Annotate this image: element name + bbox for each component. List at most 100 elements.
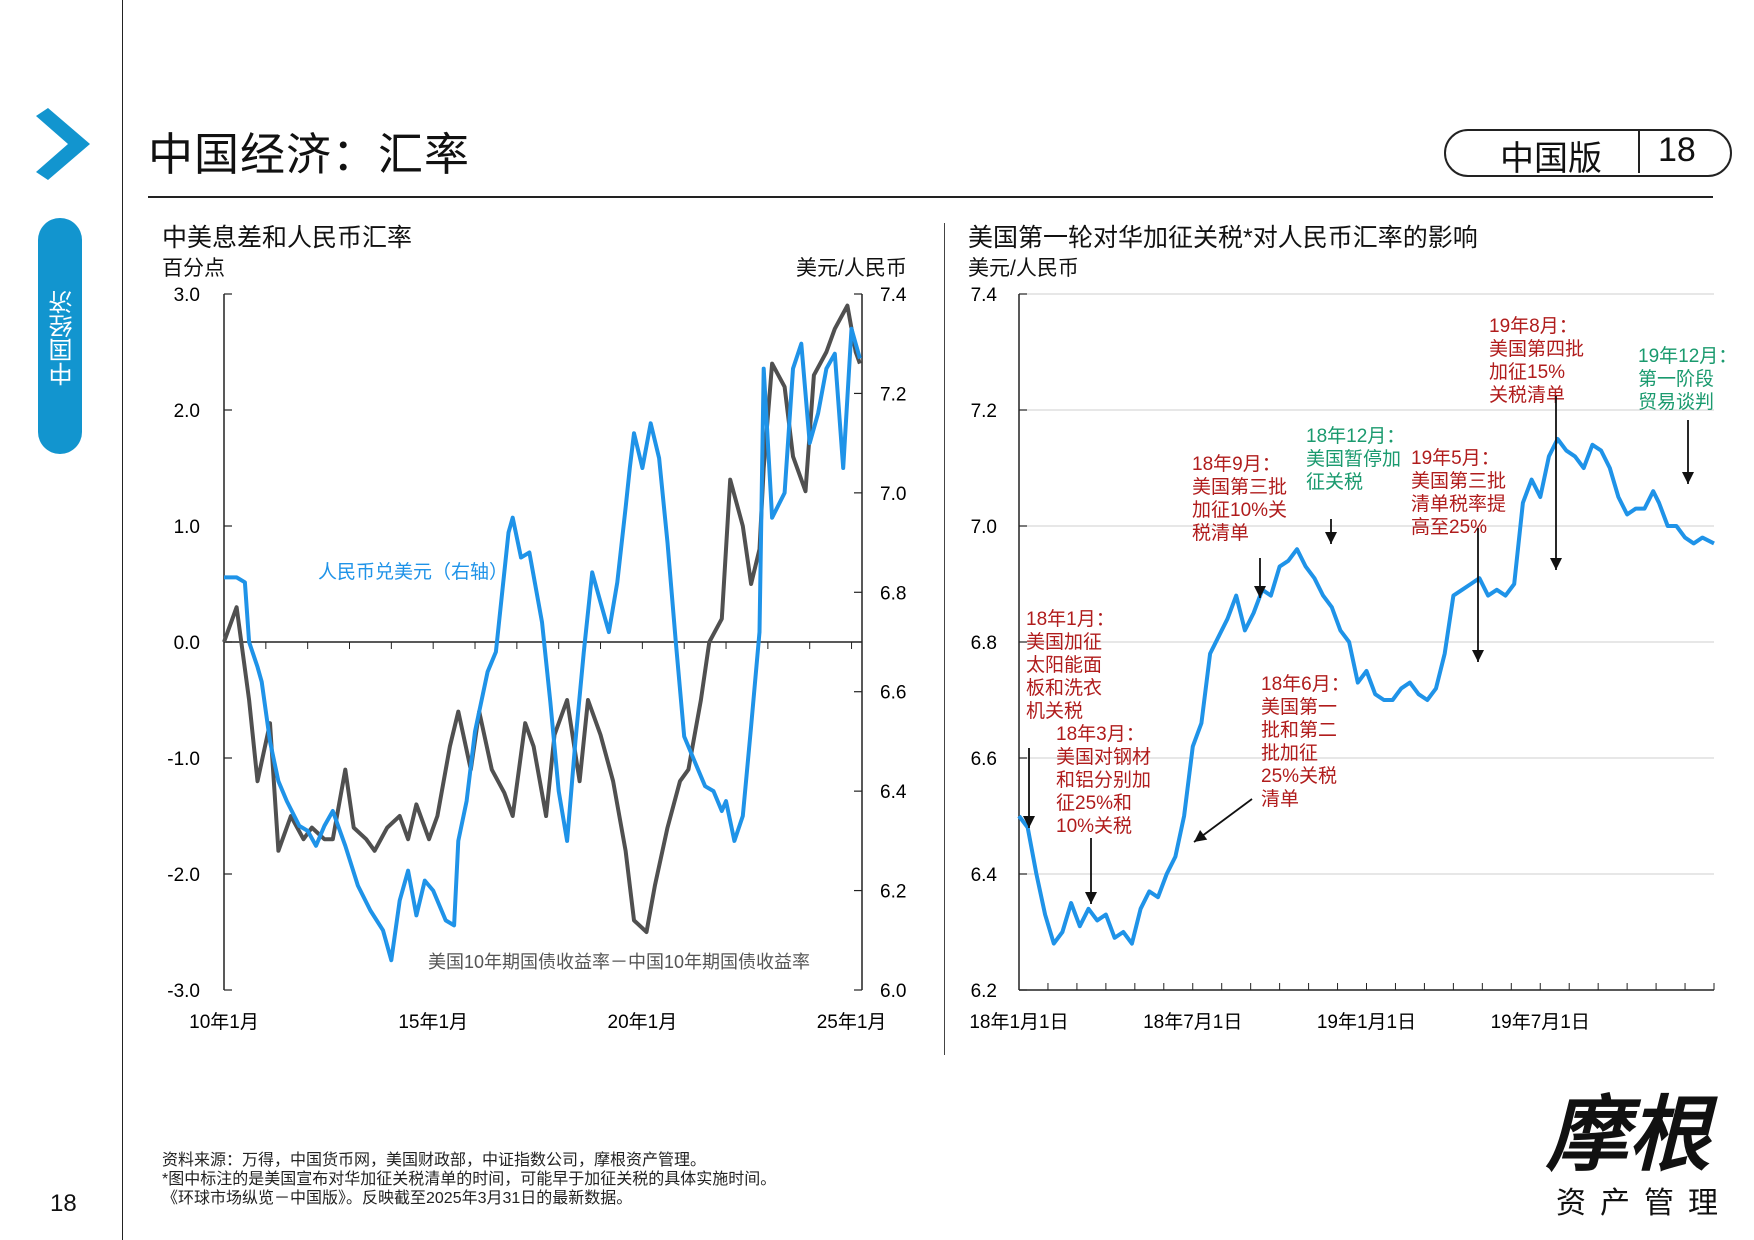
chart2-annotation-a4-text: 税清单 (1192, 522, 1249, 544)
chart2-annotation-a1-arrowhead (1023, 816, 1035, 828)
chart2-annotation-a4-text: 18年9月： (1192, 453, 1281, 475)
chart1-xtick-label: 25年1月 (817, 1011, 887, 1033)
chart1-ylabel: 百分点 (162, 257, 225, 280)
chart2-ylabel: 美元/人民币 (968, 257, 1079, 280)
chart2-annotation-a8-arrowhead (1682, 472, 1694, 484)
page-number: 18 (50, 1190, 77, 1217)
chart1-series-spread-label: 美国10年期国债收益率－中国10年期国债收益率 (428, 952, 810, 972)
chart1-y2tick-label: 7.2 (880, 384, 906, 405)
chart2-annotation-a5-text: 征关税 (1306, 471, 1363, 493)
chart1-y2tick-label: 6.0 (880, 981, 906, 1002)
chart2-annotation-a8-text: 第一阶段 (1638, 368, 1714, 390)
chart1-y2tick-label: 7.0 (880, 484, 906, 505)
chart2-annotation-a1-text: 太阳能面 (1026, 654, 1102, 676)
chart1-y2tick-label: 7.4 (880, 285, 907, 306)
chart2-annotation-a1-text: 板和洗衣 (1026, 677, 1102, 699)
chart2-annotation-a1-text: 18年1月： (1026, 608, 1115, 630)
chart2-annotation-a2-text: 美国对钢材 (1056, 746, 1151, 768)
chart2-title: 美国第一轮对华加征关税*对人民币汇率的影响 (968, 224, 1478, 252)
chart1-ytick-label: 1.0 (174, 517, 200, 538)
chart2-annotation-a3-text: 清单 (1261, 788, 1299, 810)
chart2-ytick-label: 6.8 (971, 633, 997, 654)
chart2-ytick-label: 6.6 (971, 749, 997, 770)
brand-logo: 摩根 (1546, 1087, 1710, 1183)
chart2-annotation-a7-arrowhead (1550, 558, 1562, 570)
chart1-ytick-label: -1.0 (167, 749, 200, 770)
title-rule (148, 196, 1713, 198)
footnote-note: *图中标注的是美国宣布对华加征关税清单的时间，可能早于加征关税的具体实施时间。 (162, 1171, 777, 1188)
chart2-annotation-a7-text: 关税清单 (1489, 384, 1565, 406)
chart2-annotation-a6-text: 美国第三批 (1411, 470, 1506, 492)
chart2-annotation-a7-text: 美国第四批 (1489, 338, 1584, 360)
chart2-annotation-a2-text: 10%关税 (1056, 815, 1132, 837)
chart2-xtick-label: 19年1月1日 (1317, 1011, 1416, 1033)
chart2-annotation-a3-text: 批和第二 (1261, 719, 1337, 741)
section-tab[interactable] (38, 218, 82, 454)
chart2-annotation-a4-text: 加征10%关 (1192, 499, 1287, 521)
chart1-y2label: 美元/人民币 (796, 257, 907, 280)
chart1-ytick-label: -2.0 (167, 865, 200, 886)
footnote-date: 《环球市场纵览－中国版》。反映截至2025年3月31日的最新数据。 (162, 1190, 633, 1207)
chart2-annotation-a2-text: 和铝分别加 (1056, 769, 1151, 791)
chart2-annotation-a6-arrowhead (1472, 650, 1484, 662)
chart1-ytick-label: 0.0 (174, 633, 200, 654)
footnote-source: 资料来源：万得，中国货币网，美国财政部，中证指数公司，摩根资产管理。 (162, 1152, 707, 1169)
section-tab-label: 中国经济 (50, 290, 77, 386)
chart2-plot: 7.4 7.2 7.0 6.8 6.6 6.4 6.2 18年1月1日 18年7月1日 19年1月… (969, 285, 1736, 1033)
edition-number: 18 (1658, 131, 1696, 169)
chart1-y2tick-label: 6.4 (880, 782, 907, 803)
chart2-annotation-a2-text: 18年3月： (1056, 723, 1145, 745)
chart2-ytick-label: 7.2 (971, 401, 997, 422)
chart2-annotation-a4-text: 美国第三批 (1192, 476, 1287, 498)
chart2-annotation-a5-text: 18年12月： (1306, 425, 1405, 447)
chart2-annotation-a3-text: 18年6月： (1261, 673, 1350, 695)
chart1-xtick-label: 20年1月 (608, 1011, 678, 1033)
chart2-annotation-a1-text: 美国加征 (1026, 631, 1102, 653)
edition-label: 中国版 (1500, 140, 1602, 178)
page-divider-line (122, 0, 123, 1240)
chart1-plot: 3.0 2.0 1.0 0.0 -1.0 -2.0 -3.0 7.4 7.2 7.0 6.8 6.6 6… (167, 285, 907, 1033)
brand-logo-subtitle: 资产管理 (1556, 1187, 1732, 1220)
chart2-ytick-label: 6.4 (971, 865, 998, 886)
chevron-logo-icon (36, 108, 90, 185)
chart2-annotation-a3-arrowhead (1194, 830, 1208, 842)
chart2-annotation-a3-text: 美国第一 (1261, 696, 1337, 718)
chart2-ytick-label: 7.4 (971, 285, 998, 306)
chart1-y2tick-label: 6.8 (880, 583, 906, 604)
chart1-series-cny-label: 人民币兑美元（右轴） (318, 561, 508, 583)
chart2-annotation-a3-arrow (1193, 798, 1253, 843)
chart1-title: 中美息差和人民币汇率 (162, 224, 413, 252)
chart2-annotation-a6-text: 高至25% (1411, 516, 1487, 538)
chart2-annotation-a6-text: 19年5月： (1411, 447, 1500, 469)
chart1-y2tick-label: 6.6 (880, 683, 906, 704)
chart1-xtick-label: 15年1月 (398, 1011, 468, 1033)
chart2-xtick-label: 18年7月1日 (1143, 1011, 1242, 1033)
chart2-annotation-a5-arrowhead (1325, 532, 1337, 544)
panel-divider (944, 223, 945, 1055)
chart1-ytick-label: -3.0 (167, 981, 200, 1002)
chart2-annotation-a2-text: 征25%和 (1056, 792, 1132, 814)
edition-divider (1638, 131, 1640, 173)
page-title: 中国经济：汇率 (148, 129, 471, 180)
chart2-annotation-a8-text: 贸易谈判 (1638, 391, 1714, 413)
edition-badge (1444, 129, 1732, 177)
chart2-annotation-a4-arrowhead (1254, 586, 1266, 598)
chart2-annotation-a5-text: 美国暂停加 (1306, 448, 1401, 470)
chart2-annotation-a3-text: 批加征 (1261, 742, 1318, 764)
chart1-ytick-label: 3.0 (174, 285, 200, 306)
chart2-annotation-a7-text: 加征15% (1489, 361, 1565, 383)
chart2-annotation-a1-text: 机关税 (1026, 700, 1083, 722)
chart1-series-cny (224, 326, 862, 963)
chart2-series-cny (1017, 437, 1715, 946)
chart1-ytick-label: 2.0 (174, 401, 200, 422)
chart2-annotation-a2-arrowhead (1085, 892, 1097, 904)
chart1-xtick-label: 10年1月 (189, 1011, 259, 1033)
chart2-annotation-a3-text: 25%关税 (1261, 765, 1337, 787)
chart1-y2tick-label: 6.2 (880, 882, 906, 903)
chart2-ytick-label: 7.0 (971, 517, 997, 538)
chart2-xtick-label: 19年7月1日 (1491, 1011, 1590, 1033)
chart2-ytick-label: 6.2 (971, 981, 997, 1002)
chart2-xtick-label: 18年1月1日 (969, 1011, 1068, 1033)
chart2-annotation-a8-text: 19年12月： (1638, 345, 1736, 367)
chart2-annotation-a7-text: 19年8月： (1489, 315, 1578, 337)
